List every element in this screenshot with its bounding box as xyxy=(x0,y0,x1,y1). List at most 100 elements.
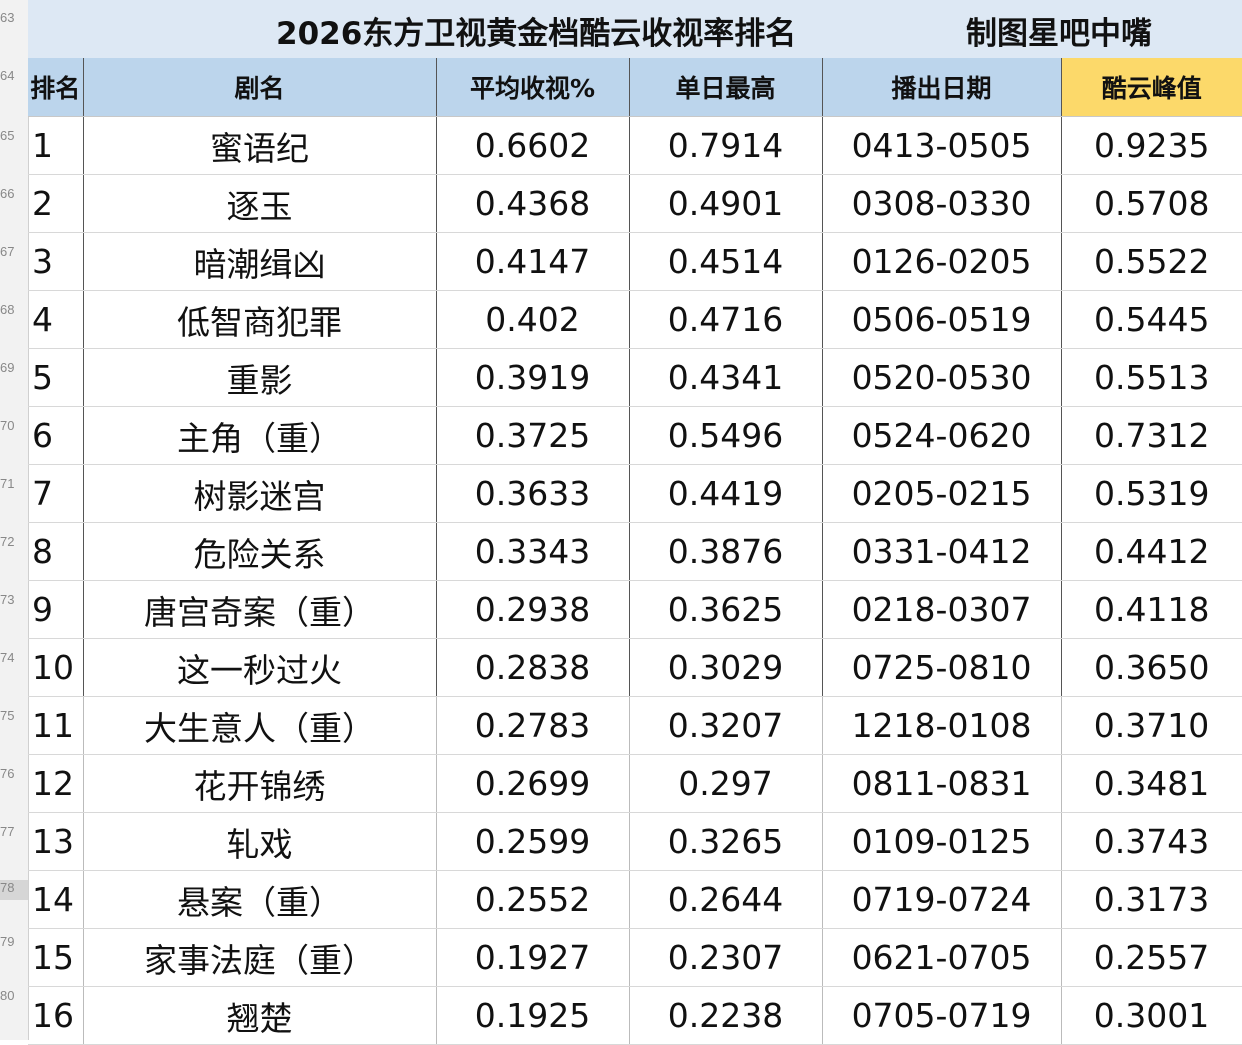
rank-cell[interactable]: 16 xyxy=(28,986,84,1045)
rank-cell[interactable]: 5 xyxy=(28,348,84,407)
drama-name-cell[interactable]: 树影迷宫 xyxy=(83,464,437,523)
average-rating-cell[interactable]: 0.402 xyxy=(436,290,630,349)
row-number[interactable]: 78 xyxy=(0,880,28,900)
row-number[interactable]: 74 xyxy=(0,650,15,665)
average-rating-cell[interactable]: 0.2552 xyxy=(436,870,630,929)
row-number[interactable]: 64 xyxy=(0,68,15,83)
daily-max-cell[interactable]: 0.3029 xyxy=(629,638,823,697)
daily-max-cell[interactable]: 0.5496 xyxy=(629,406,823,465)
drama-name-cell[interactable]: 悬案（重） xyxy=(83,870,437,929)
air-date-cell[interactable]: 0126-0205 xyxy=(822,232,1062,291)
rank-cell[interactable]: 1 xyxy=(28,116,84,175)
daily-max-cell[interactable]: 0.3625 xyxy=(629,580,823,639)
row-number[interactable]: 71 xyxy=(0,476,15,491)
drama-name-cell[interactable]: 轧戏 xyxy=(83,812,437,871)
row-number[interactable]: 70 xyxy=(0,418,15,433)
kuyun-peak-cell[interactable]: 0.3743 xyxy=(1061,812,1242,871)
kuyun-peak-cell[interactable]: 0.5522 xyxy=(1061,232,1242,291)
drama-name-cell[interactable]: 主角（重） xyxy=(83,406,437,465)
drama-name-cell[interactable]: 花开锦绣 xyxy=(83,754,437,813)
daily-max-cell[interactable]: 0.4419 xyxy=(629,464,823,523)
kuyun-peak-cell[interactable]: 0.9235 xyxy=(1061,116,1242,175)
drama-name-cell[interactable]: 唐宫奇案（重） xyxy=(83,580,437,639)
average-rating-cell[interactable]: 0.3343 xyxy=(436,522,630,581)
average-rating-cell[interactable]: 0.1927 xyxy=(436,928,630,987)
row-number[interactable]: 72 xyxy=(0,534,15,549)
kuyun-peak-cell[interactable]: 0.5319 xyxy=(1061,464,1242,523)
kuyun-peak-cell[interactable]: 0.2557 xyxy=(1061,928,1242,987)
kuyun-peak-cell[interactable]: 0.3650 xyxy=(1061,638,1242,697)
rank-cell[interactable]: 11 xyxy=(28,696,84,755)
kuyun-peak-cell[interactable]: 0.5445 xyxy=(1061,290,1242,349)
rank-cell[interactable]: 7 xyxy=(28,464,84,523)
average-rating-cell[interactable]: 0.2699 xyxy=(436,754,630,813)
air-date-cell[interactable]: 0705-0719 xyxy=(822,986,1062,1045)
average-rating-cell[interactable]: 0.2783 xyxy=(436,696,630,755)
drama-name-cell[interactable]: 重影 xyxy=(83,348,437,407)
air-date-cell[interactable]: 0205-0215 xyxy=(822,464,1062,523)
daily-max-cell[interactable]: 0.3265 xyxy=(629,812,823,871)
air-date-cell[interactable]: 0719-0724 xyxy=(822,870,1062,929)
air-date-cell[interactable]: 0413-0505 xyxy=(822,116,1062,175)
average-rating-cell[interactable]: 0.6602 xyxy=(436,116,630,175)
drama-name-cell[interactable]: 翘楚 xyxy=(83,986,437,1045)
daily-max-cell[interactable]: 0.297 xyxy=(629,754,823,813)
header-kuyun-peak[interactable]: 酷云峰值 xyxy=(1061,58,1242,117)
rank-cell[interactable]: 14 xyxy=(28,870,84,929)
daily-max-cell[interactable]: 0.4514 xyxy=(629,232,823,291)
daily-max-cell[interactable]: 0.2307 xyxy=(629,928,823,987)
daily-max-cell[interactable]: 0.3876 xyxy=(629,522,823,581)
kuyun-peak-cell[interactable]: 0.4118 xyxy=(1061,580,1242,639)
air-date-cell[interactable]: 0308-0330 xyxy=(822,174,1062,233)
row-number[interactable]: 77 xyxy=(0,824,15,839)
kuyun-peak-cell[interactable]: 0.7312 xyxy=(1061,406,1242,465)
rank-cell[interactable]: 6 xyxy=(28,406,84,465)
daily-max-cell[interactable]: 0.2644 xyxy=(629,870,823,929)
air-date-cell[interactable]: 0811-0831 xyxy=(822,754,1062,813)
rank-cell[interactable]: 2 xyxy=(28,174,84,233)
average-rating-cell[interactable]: 0.2838 xyxy=(436,638,630,697)
air-date-cell[interactable]: 0506-0519 xyxy=(822,290,1062,349)
row-number[interactable]: 63 xyxy=(0,10,15,25)
header-air-date[interactable]: 播出日期 xyxy=(822,58,1062,117)
kuyun-peak-cell[interactable]: 0.3710 xyxy=(1061,696,1242,755)
row-number[interactable]: 69 xyxy=(0,360,15,375)
rank-cell[interactable]: 13 xyxy=(28,812,84,871)
header-drama-name[interactable]: 剧名 xyxy=(83,58,437,117)
daily-max-cell[interactable]: 0.4716 xyxy=(629,290,823,349)
average-rating-cell[interactable]: 0.2938 xyxy=(436,580,630,639)
average-rating-cell[interactable]: 0.1925 xyxy=(436,986,630,1045)
kuyun-peak-cell[interactable]: 0.5513 xyxy=(1061,348,1242,407)
average-rating-cell[interactable]: 0.2599 xyxy=(436,812,630,871)
rank-cell[interactable]: 4 xyxy=(28,290,84,349)
drama-name-cell[interactable]: 家事法庭（重） xyxy=(83,928,437,987)
header-rank[interactable]: 排名 xyxy=(28,58,84,117)
rank-cell[interactable]: 3 xyxy=(28,232,84,291)
drama-name-cell[interactable]: 这一秒过火 xyxy=(83,638,437,697)
drama-name-cell[interactable]: 大生意人（重） xyxy=(83,696,437,755)
rank-cell[interactable]: 9 xyxy=(28,580,84,639)
rank-cell[interactable]: 8 xyxy=(28,522,84,581)
air-date-cell[interactable]: 0331-0412 xyxy=(822,522,1062,581)
kuyun-peak-cell[interactable]: 0.5708 xyxy=(1061,174,1242,233)
average-rating-cell[interactable]: 0.3633 xyxy=(436,464,630,523)
air-date-cell[interactable]: 1218-0108 xyxy=(822,696,1062,755)
daily-max-cell[interactable]: 0.4901 xyxy=(629,174,823,233)
header-average-rating[interactable]: 平均收视% xyxy=(436,58,630,117)
header-daily-max[interactable]: 单日最高 xyxy=(629,58,823,117)
average-rating-cell[interactable]: 0.4368 xyxy=(436,174,630,233)
daily-max-cell[interactable]: 0.3207 xyxy=(629,696,823,755)
kuyun-peak-cell[interactable]: 0.3481 xyxy=(1061,754,1242,813)
drama-name-cell[interactable]: 暗潮缉凶 xyxy=(83,232,437,291)
row-number[interactable]: 65 xyxy=(0,128,15,143)
row-number[interactable]: 76 xyxy=(0,766,15,781)
drama-name-cell[interactable]: 蜜语纪 xyxy=(83,116,437,175)
rank-cell[interactable]: 12 xyxy=(28,754,84,813)
average-rating-cell[interactable]: 0.4147 xyxy=(436,232,630,291)
daily-max-cell[interactable]: 0.4341 xyxy=(629,348,823,407)
average-rating-cell[interactable]: 0.3725 xyxy=(436,406,630,465)
daily-max-cell[interactable]: 0.2238 xyxy=(629,986,823,1045)
air-date-cell[interactable]: 0621-0705 xyxy=(822,928,1062,987)
drama-name-cell[interactable]: 低智商犯罪 xyxy=(83,290,437,349)
air-date-cell[interactable]: 0520-0530 xyxy=(822,348,1062,407)
